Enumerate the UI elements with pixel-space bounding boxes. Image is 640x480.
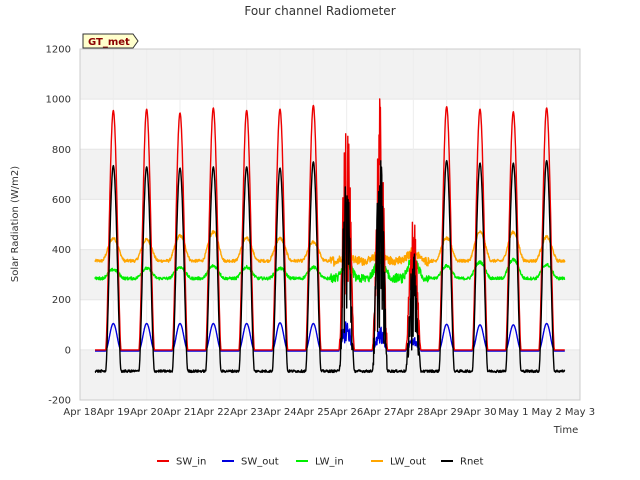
y-tick-label-1: 0 <box>65 345 71 356</box>
y-tick-label-6: 1000 <box>46 95 71 106</box>
x-tick-label-0: Apr 18 <box>63 407 96 418</box>
legend-label-lw-in: LW_in <box>315 457 344 468</box>
x-tick-label-8: Apr 26 <box>330 407 363 418</box>
y-tick-label-7: 1200 <box>46 45 71 56</box>
x-tick-labels: Apr 18 Apr 19 Apr 20 Apr 21 Apr 22 Apr 23 Apr … <box>63 407 595 418</box>
legend-label-sw-out: SW_out <box>241 457 279 468</box>
x-tick-label-15: May 3 <box>565 407 595 418</box>
plot-frame <box>79 48 581 401</box>
y-tick-label-0: -200 <box>48 396 71 407</box>
plot-band-0 <box>80 349 580 400</box>
y-tick-label-3: 400 <box>52 245 71 256</box>
plot-band-2 <box>80 149 580 200</box>
x-tick-label-4: Apr 22 <box>197 407 230 418</box>
x-tick-label-3: Apr 21 <box>163 407 196 418</box>
series-line-lw-out <box>94 230 566 267</box>
y-tick-label-4: 600 <box>52 195 71 206</box>
x-tick-label-6: Apr 24 <box>263 407 296 418</box>
x-tick-label-13: May 1 <box>498 407 528 418</box>
x-tick-label-5: Apr 23 <box>230 407 263 418</box>
x-tick-label-14: May 2 <box>532 407 562 418</box>
y-tick-label-5: 800 <box>52 145 71 156</box>
series-line-sw-in <box>94 98 566 351</box>
plot-band-3 <box>80 49 580 100</box>
chart-title: Four channel Radiometer <box>244 4 395 18</box>
station-tag-shape <box>82 33 139 49</box>
y-tick-label-2: 200 <box>52 295 71 306</box>
plot-bands <box>80 49 580 400</box>
x-axis-title: Time <box>553 425 578 436</box>
station-tag-label: GT_met <box>88 37 130 48</box>
legend-label-sw-in: SW_in <box>176 457 206 468</box>
legend-label-lw-out: LW_out <box>390 457 426 468</box>
series-line-lw-in <box>94 256 566 284</box>
x-tick-label-11: Apr 29 <box>430 407 463 418</box>
series-line-rnet <box>94 159 566 374</box>
station-tag: GT_met <box>82 33 139 49</box>
x-tick-label-1: Apr 19 <box>97 407 130 418</box>
series-layer <box>94 98 566 374</box>
y-axis-title: Solar Radiation (W/m2) <box>10 166 21 282</box>
x-tick-label-9: Apr 27 <box>363 407 396 418</box>
y-tick-labels: -200 0 200 400 600 800 1000 1200 <box>46 45 71 407</box>
x-tick-label-12: Apr 30 <box>463 407 496 418</box>
legend-label-rnet: Rnet <box>460 457 483 468</box>
x-tick-label-10: Apr 28 <box>397 407 430 418</box>
x-tick-label-7: Apr 25 <box>297 407 330 418</box>
legend: SW_in SW_out LW_in LW_out Rnet <box>157 457 483 468</box>
x-tick-label-2: Apr 20 <box>130 407 163 418</box>
